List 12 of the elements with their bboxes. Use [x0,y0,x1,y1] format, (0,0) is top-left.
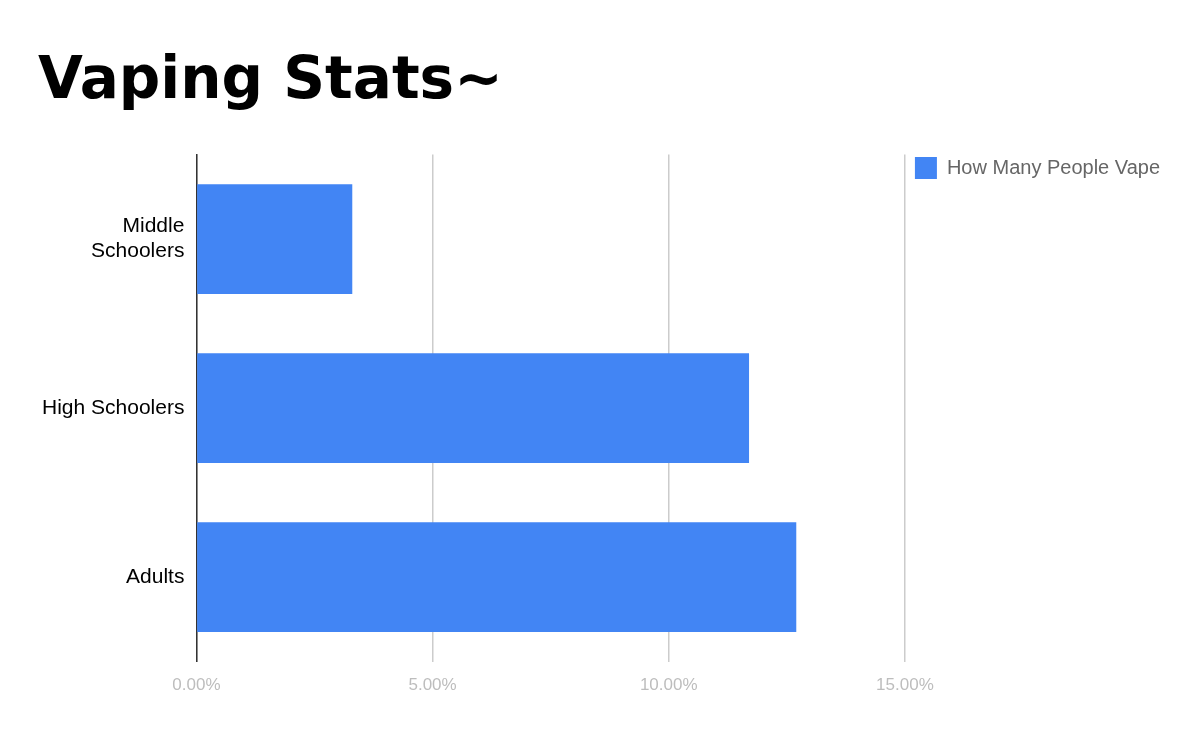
x-tick-label: 5.00% [408,675,457,695]
x-tick-label: 15.00% [876,675,934,695]
x-tick-label: 0.00% [172,675,221,695]
chart-title: Vaping Stats~ [38,44,503,112]
x-tick-label: 10.00% [639,675,698,695]
y-tick-label: Adults [126,563,185,587]
y-tick-label: High Schoolers [42,394,185,418]
y-tick-label: Middle Schoolers [91,213,185,262]
bar [197,522,797,633]
bar [197,184,353,295]
bar [197,353,750,464]
legend-label: How Many People Vape [946,155,1161,178]
